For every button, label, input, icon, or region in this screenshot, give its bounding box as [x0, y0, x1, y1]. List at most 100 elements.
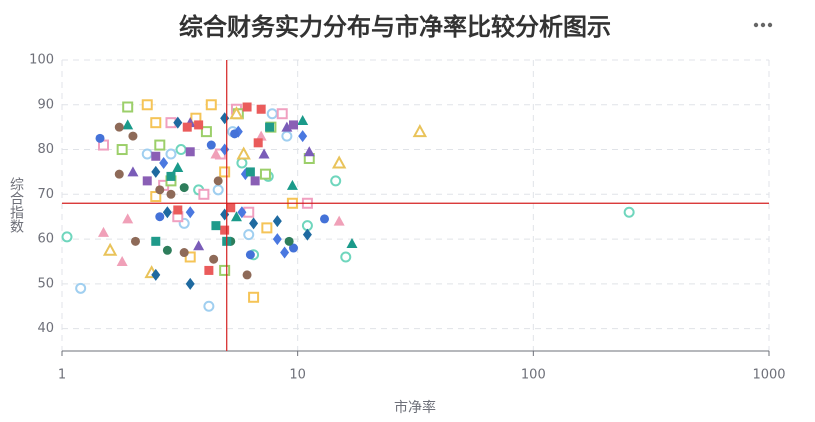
point — [61, 231, 73, 243]
point — [256, 104, 266, 114]
point — [141, 148, 153, 160]
point — [128, 131, 138, 141]
menu-button[interactable] — [753, 22, 773, 28]
point — [266, 108, 278, 120]
point — [127, 166, 139, 177]
point — [204, 265, 214, 275]
point — [346, 238, 358, 249]
x-axis-label: 市净率 — [394, 399, 436, 416]
point — [194, 120, 204, 130]
point — [184, 251, 196, 263]
point — [236, 157, 248, 169]
point — [102, 242, 118, 256]
y-tick-label: 60 — [37, 232, 54, 247]
point — [179, 183, 189, 193]
point — [258, 148, 270, 159]
point — [116, 255, 128, 266]
point — [297, 114, 309, 125]
point — [230, 129, 240, 139]
point — [276, 108, 288, 120]
point — [288, 243, 298, 253]
point — [162, 206, 172, 219]
y-tick-label: 90 — [37, 97, 54, 112]
point — [116, 144, 128, 156]
point — [130, 236, 140, 246]
point — [220, 225, 230, 235]
point — [255, 130, 267, 141]
point — [412, 124, 428, 138]
point — [259, 168, 271, 180]
point — [281, 130, 293, 142]
point — [150, 117, 162, 129]
point — [226, 203, 236, 213]
point — [151, 165, 161, 178]
point — [245, 167, 255, 177]
y-tick-label: 100 — [29, 53, 54, 68]
y-tick-label: 50 — [37, 276, 54, 291]
point — [203, 300, 215, 312]
point — [210, 148, 222, 159]
point — [211, 221, 221, 231]
point — [165, 148, 177, 160]
point — [333, 215, 345, 226]
point — [185, 147, 195, 157]
x-tick-label: 10 — [289, 368, 306, 383]
point — [286, 179, 298, 190]
point — [230, 211, 242, 222]
point — [150, 191, 162, 203]
point — [185, 277, 195, 290]
point — [298, 130, 308, 143]
point — [209, 254, 219, 264]
point — [193, 240, 205, 251]
point — [142, 176, 152, 186]
point — [205, 99, 217, 111]
point — [173, 116, 183, 129]
point — [173, 205, 183, 215]
y-tick-label: 80 — [37, 142, 54, 157]
point — [280, 246, 290, 259]
point — [212, 184, 224, 196]
point — [179, 248, 189, 258]
point — [114, 122, 124, 132]
point — [272, 233, 282, 246]
point — [243, 229, 255, 241]
point — [248, 291, 260, 303]
point — [159, 156, 169, 169]
point — [219, 264, 231, 276]
x-tick-label: 1000 — [752, 368, 785, 383]
point — [320, 214, 330, 224]
point — [249, 217, 259, 230]
point — [162, 245, 172, 255]
point — [166, 189, 176, 199]
point — [340, 251, 352, 263]
point — [220, 112, 230, 125]
point — [172, 161, 184, 172]
point — [272, 215, 282, 228]
point — [236, 146, 251, 160]
point — [185, 206, 195, 219]
point — [237, 206, 247, 219]
point — [253, 138, 263, 148]
point — [250, 176, 260, 186]
point — [288, 120, 298, 130]
point — [141, 99, 153, 111]
point — [114, 169, 124, 179]
point — [623, 206, 635, 218]
point — [242, 270, 252, 280]
point — [206, 140, 216, 150]
point — [303, 146, 315, 157]
point — [95, 133, 105, 143]
y-axis-label: 综合指数 — [8, 177, 24, 233]
point — [330, 175, 342, 187]
point — [242, 102, 252, 112]
point — [122, 213, 134, 224]
point — [229, 106, 244, 120]
x-tick-label: 1 — [58, 368, 66, 383]
point — [261, 222, 273, 234]
point — [154, 139, 166, 151]
point — [219, 166, 231, 178]
point — [302, 228, 312, 241]
point — [284, 236, 294, 246]
point — [122, 119, 134, 130]
